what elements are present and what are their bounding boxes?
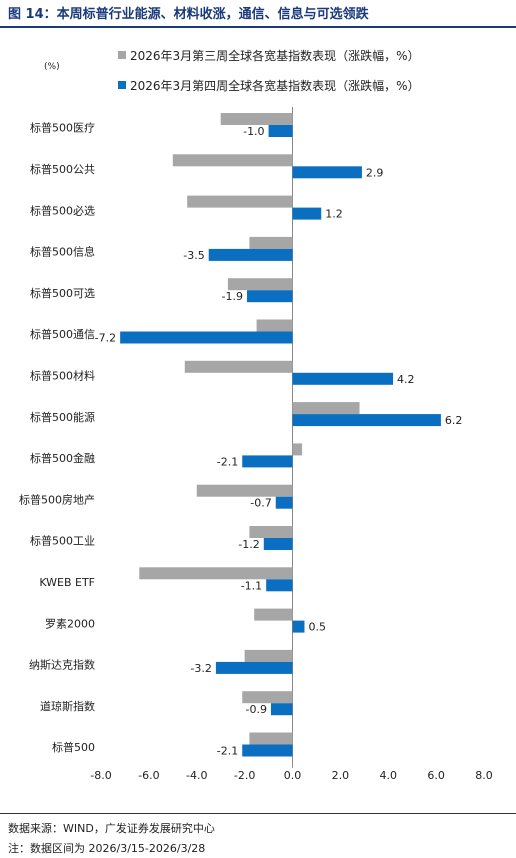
x-tick-label: -8.0: [90, 769, 111, 782]
data-label: 0.5: [308, 621, 326, 634]
category-label: 标普500: [52, 740, 95, 754]
legend-label-series1: 2026年3月第三周全球各宽基指数表现（涨跌幅，%）: [130, 48, 420, 63]
data-label: -0.9: [245, 703, 266, 716]
category-label: 标普500材料: [30, 368, 95, 382]
data-label: -3.5: [183, 249, 204, 262]
data-label: -2.1: [217, 745, 238, 758]
data-label: 4.2: [397, 373, 415, 386]
x-tick-label: -2.0: [234, 769, 255, 782]
bar-chart: 标普500医疗 -1.0 标普500公共 2.9 标普500必选 1.2 标普500信息 -3…: [19, 107, 493, 782]
data-label: -1.0: [243, 125, 264, 138]
category-label: 标普500能源: [30, 410, 95, 424]
bar-series2: [120, 331, 293, 344]
category-label: 道琼斯指数: [40, 699, 95, 713]
bar-series2: [266, 579, 293, 592]
bar-series2: [292, 372, 394, 385]
bar-series1: [220, 113, 293, 125]
bar-series2: [242, 744, 293, 757]
bar-series2: [275, 496, 293, 509]
category-label: 罗素2000: [45, 617, 95, 630]
category-label: 标普500必选: [30, 203, 95, 217]
bar-series2: [247, 290, 293, 303]
x-tick-label: 4.0: [380, 769, 398, 782]
category-label: 标普500信息: [30, 245, 95, 259]
bar-series1: [187, 195, 293, 208]
bar-series1: [227, 278, 293, 291]
bar-series1: [242, 691, 293, 704]
bar-series1: [292, 402, 360, 415]
x-tick-label: 0.0: [284, 769, 302, 782]
legend-swatch-series1: [118, 51, 126, 59]
category-label: 标普500公共: [30, 162, 95, 176]
category-label: 标普500可选: [30, 286, 95, 300]
bar-series1: [249, 526, 293, 538]
bar-series2: [208, 248, 293, 261]
category-label: 标普500医疗: [30, 121, 95, 135]
bar-series2: [268, 125, 293, 137]
figure-header: 图 14：本周标普行业能源、材料收涨，通信、信息与可选领跌: [0, 0, 516, 28]
chart-legend: 2026年3月第三周全球各宽基指数表现（涨跌幅，%） 2026年3月第四周全球各…: [118, 47, 420, 107]
bar-series2: [215, 661, 293, 674]
x-tick-label: -6.0: [138, 769, 159, 782]
x-tick-label: 8.0: [475, 769, 493, 782]
data-label: -1.1: [241, 579, 262, 592]
bar-series2: [263, 538, 293, 550]
x-tick-label: -4.0: [186, 769, 207, 782]
figure-title: 图 14：本周标普行业能源、材料收涨，通信、信息与可选领跌: [8, 7, 369, 22]
data-label: -3.2: [190, 662, 211, 675]
source-note: 数据来源：WIND，广发证券发展研究中心: [8, 822, 215, 835]
data-label: 6.2: [445, 414, 463, 427]
bar-series1: [292, 443, 303, 456]
category-label: 纳斯达克指数: [29, 658, 95, 672]
bar-series1: [256, 319, 293, 332]
data-label: -1.9: [222, 290, 243, 303]
bar-series2: [270, 703, 293, 716]
category-label: 标普500工业: [30, 534, 95, 548]
legend-swatch-series2: [118, 81, 126, 89]
legend-label-series2: 2026年3月第四周全球各宽基指数表现（涨跌幅，%）: [130, 78, 420, 93]
category-label: 标普500通信: [30, 327, 95, 341]
bar-series2: [292, 414, 441, 427]
bar-series1: [184, 360, 293, 373]
bar-series2: [292, 620, 305, 633]
bar-series2: [292, 207, 322, 220]
data-label: -0.7: [250, 497, 271, 510]
x-tick-label: 6.0: [427, 769, 445, 782]
bar-series1: [249, 732, 293, 745]
data-label: -1.2: [238, 538, 259, 551]
category-label: 标普500房地产: [19, 492, 95, 506]
legend-item-series1: 2026年3月第三周全球各宽基指数表现（涨跌幅，%）: [118, 47, 420, 63]
data-label: 2.9: [366, 166, 384, 179]
bar-series1: [249, 236, 293, 249]
data-label: -7.2: [95, 332, 116, 345]
unit-label: (%): [44, 62, 60, 72]
category-label: 标普500金融: [30, 451, 95, 465]
date-range-note: 注：数据区间为 2026/3/15-2026/3/28: [8, 842, 206, 855]
bar-series1: [172, 154, 293, 167]
bar-series1: [254, 608, 293, 621]
footer-divider: [0, 813, 516, 814]
category-label: KWEB ETF: [39, 576, 95, 589]
data-label: -2.1: [217, 455, 238, 468]
bar-series1: [196, 484, 293, 497]
bar-series1: [244, 649, 293, 662]
bar-series2: [242, 455, 293, 468]
legend-item-series2: 2026年3月第四周全球各宽基指数表现（涨跌幅，%）: [118, 77, 420, 93]
x-tick-label: 2.0: [332, 769, 350, 782]
data-label: 1.2: [325, 208, 343, 221]
bar-series1: [139, 567, 293, 580]
bar-series2: [292, 166, 362, 179]
